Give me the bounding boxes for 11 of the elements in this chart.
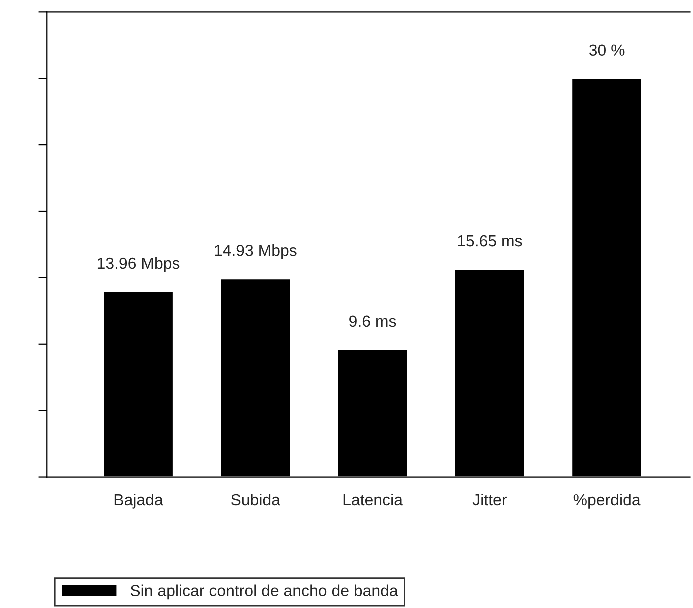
data-label: 14.93 Mbps xyxy=(215,244,297,260)
data-label: 13.96 Mbps xyxy=(98,257,180,272)
x-tick-label: Latencia xyxy=(344,494,403,506)
data-label: 9.6 ms xyxy=(350,316,396,328)
legend-label: Sin aplicar control de ancho de banda xyxy=(130,584,398,600)
x-tick-label: %perdida xyxy=(574,494,641,509)
x-tick-label: Jitter xyxy=(472,494,507,506)
data-label: 30 % xyxy=(589,44,625,56)
data-label: 15.65 ms xyxy=(458,235,522,247)
x-tick-label: Subida xyxy=(231,494,280,506)
x-tick-label: Bajada xyxy=(114,494,164,509)
